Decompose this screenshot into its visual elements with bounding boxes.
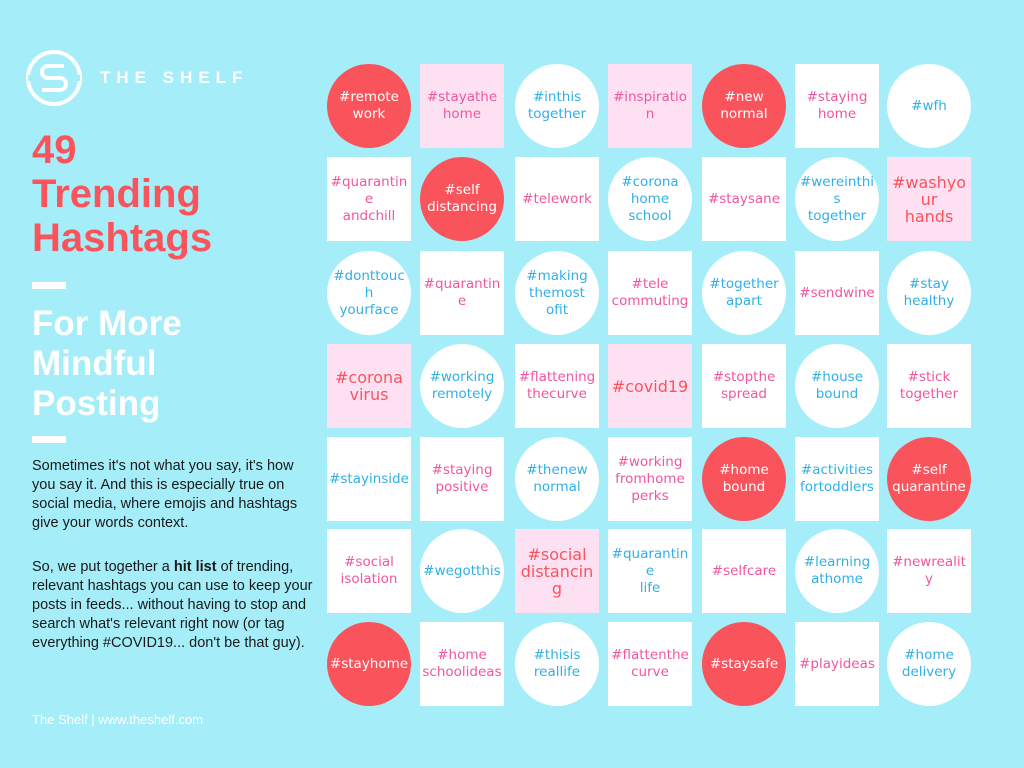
- hit-list-paragraph: So, we put together a hit list of trendi…: [32, 558, 314, 653]
- hashtag-tile: #quarantine life: [608, 529, 692, 613]
- hashtag-tile: #working fromhome perks: [608, 437, 692, 521]
- hashtag-tile: #staysafe: [702, 622, 786, 706]
- hashtag-tile: #quarantine: [420, 251, 504, 335]
- shelf-logo-icon: [26, 50, 82, 106]
- hashtag-tile: #washyour hands: [887, 157, 971, 241]
- hashtag-tile: #self quarantine: [887, 437, 971, 521]
- hashtag-tile: #covid19: [608, 344, 692, 428]
- hashtag-tile: #stayinside: [327, 437, 411, 521]
- hashtag-tile: #selfcare: [702, 529, 786, 613]
- page-subtitle: For More Mindful Posting: [32, 304, 302, 424]
- hashtag-tile: #self distancing: [420, 157, 504, 241]
- hashtag-tile: #corona virus: [327, 344, 411, 428]
- hashtag-tile: #quarantine andchill: [327, 157, 411, 241]
- title-line-1: 49: [32, 128, 77, 172]
- hashtag-tile: #wegotthis: [420, 529, 504, 613]
- hashtag-tile: #wereinthis together: [795, 157, 879, 241]
- hashtag-tile: #inthis together: [515, 64, 599, 148]
- hashtag-tile: #staysane: [702, 157, 786, 241]
- p2-after: of trending, relevant hashtags you can u…: [32, 559, 313, 651]
- hashtag-tile: #stayhome: [327, 622, 411, 706]
- hashtag-tile: #stick together: [887, 344, 971, 428]
- intro-paragraph: Sometimes it's not what you say, it's ho…: [32, 458, 298, 531]
- hashtag-tile: #home delivery: [887, 622, 971, 706]
- hashtag-tile: #playideas: [795, 622, 879, 706]
- footer-credit: The Shelf | www.theshelf.com: [32, 712, 204, 727]
- hashtag-tile: #stopthe spread: [702, 344, 786, 428]
- hashtag-tile: #corona home school: [608, 157, 692, 241]
- brand-logo: THE SHELF: [24, 48, 248, 108]
- hashtag-tile: #wfh: [887, 64, 971, 148]
- hashtag-tile: #stayathe home: [420, 64, 504, 148]
- hashtag-tile: #new normal: [702, 64, 786, 148]
- hashtag-tile: #donttouch yourface: [327, 251, 411, 335]
- hashtag-tile: #house bound: [795, 344, 879, 428]
- subtitle-line-1: For More: [32, 304, 182, 343]
- hashtag-tile: #tele commuting: [608, 251, 692, 335]
- hashtag-tile: #working remotely: [420, 344, 504, 428]
- title-line-2: Trending: [32, 172, 201, 216]
- brand-name: THE SHELF: [100, 68, 249, 87]
- hashtag-tile: #newreality: [887, 529, 971, 613]
- hashtag-tile: #thisis reallife: [515, 622, 599, 706]
- hashtag-tile: #sendwine: [795, 251, 879, 335]
- hashtag-tile: #telework: [515, 157, 599, 241]
- p2-bold: hit list: [173, 559, 217, 575]
- hashtag-tile: #social isolation: [327, 529, 411, 613]
- hashtag-tile: #remote work: [327, 64, 411, 148]
- hashtag-tile: #flattenthe curve: [608, 622, 692, 706]
- p2-before: So, we put together a: [32, 559, 174, 575]
- hashtag-tile: #staying positive: [420, 437, 504, 521]
- divider-top: [32, 282, 66, 289]
- hashtag-tile: #learning athome: [795, 529, 879, 613]
- hashtag-tile: #flattening thecurve: [515, 344, 599, 428]
- subtitle-line-2: Mindful: [32, 344, 157, 383]
- hashtag-tile: #home schoolideas: [420, 622, 504, 706]
- hashtag-tile: #making themost ofit: [515, 251, 599, 335]
- divider-bottom: [32, 436, 66, 443]
- hashtag-tile: #thenew normal: [515, 437, 599, 521]
- hashtag-tile: #stay healthy: [887, 251, 971, 335]
- hashtag-tile: #social distancing: [515, 529, 599, 613]
- title-line-3: Hashtags: [32, 216, 213, 260]
- hashtag-tile: #staying home: [795, 64, 879, 148]
- hashtag-tile: #activities fortoddlers: [795, 437, 879, 521]
- hashtag-tile: #home bound: [702, 437, 786, 521]
- page-title: 49 Trending Hashtags: [32, 128, 302, 260]
- subtitle-line-3: Posting: [32, 384, 161, 423]
- hashtag-tile: #together apart: [702, 251, 786, 335]
- hashtag-tile: #inspiration: [608, 64, 692, 148]
